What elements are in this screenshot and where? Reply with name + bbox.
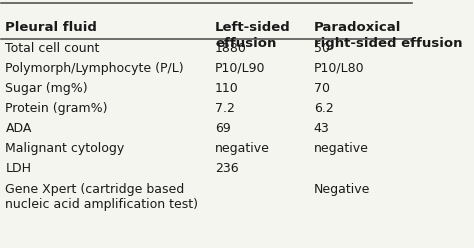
Text: LDH: LDH [6, 162, 31, 176]
Text: 43: 43 [314, 122, 329, 135]
Text: Malignant cytology: Malignant cytology [6, 142, 125, 155]
Text: Pleural fluid: Pleural fluid [6, 21, 97, 34]
Text: Paradoxical
right-sided effusion: Paradoxical right-sided effusion [314, 21, 462, 50]
Text: Total cell count: Total cell count [6, 42, 100, 55]
Text: 1880: 1880 [215, 42, 247, 55]
Text: Protein (gram%): Protein (gram%) [6, 102, 108, 115]
Text: 6.2: 6.2 [314, 102, 333, 115]
Text: Sugar (mg%): Sugar (mg%) [6, 82, 88, 95]
Text: 236: 236 [215, 162, 239, 176]
Text: Gene Xpert (cartridge based
nucleic acid amplification test): Gene Xpert (cartridge based nucleic acid… [6, 183, 199, 211]
Text: negative: negative [314, 142, 369, 155]
Text: Left-sided
effusion: Left-sided effusion [215, 21, 291, 50]
Text: ADA: ADA [6, 122, 32, 135]
Text: negative: negative [215, 142, 270, 155]
Text: P10/L90: P10/L90 [215, 62, 265, 75]
Text: P10/L80: P10/L80 [314, 62, 365, 75]
Text: 110: 110 [215, 82, 239, 95]
Text: 70: 70 [314, 82, 329, 95]
Text: Polymorph/Lymphocyte (P/L): Polymorph/Lymphocyte (P/L) [6, 62, 184, 75]
Text: 7.2: 7.2 [215, 102, 235, 115]
Text: Negative: Negative [314, 183, 370, 196]
Text: 50: 50 [314, 42, 329, 55]
Text: 69: 69 [215, 122, 231, 135]
